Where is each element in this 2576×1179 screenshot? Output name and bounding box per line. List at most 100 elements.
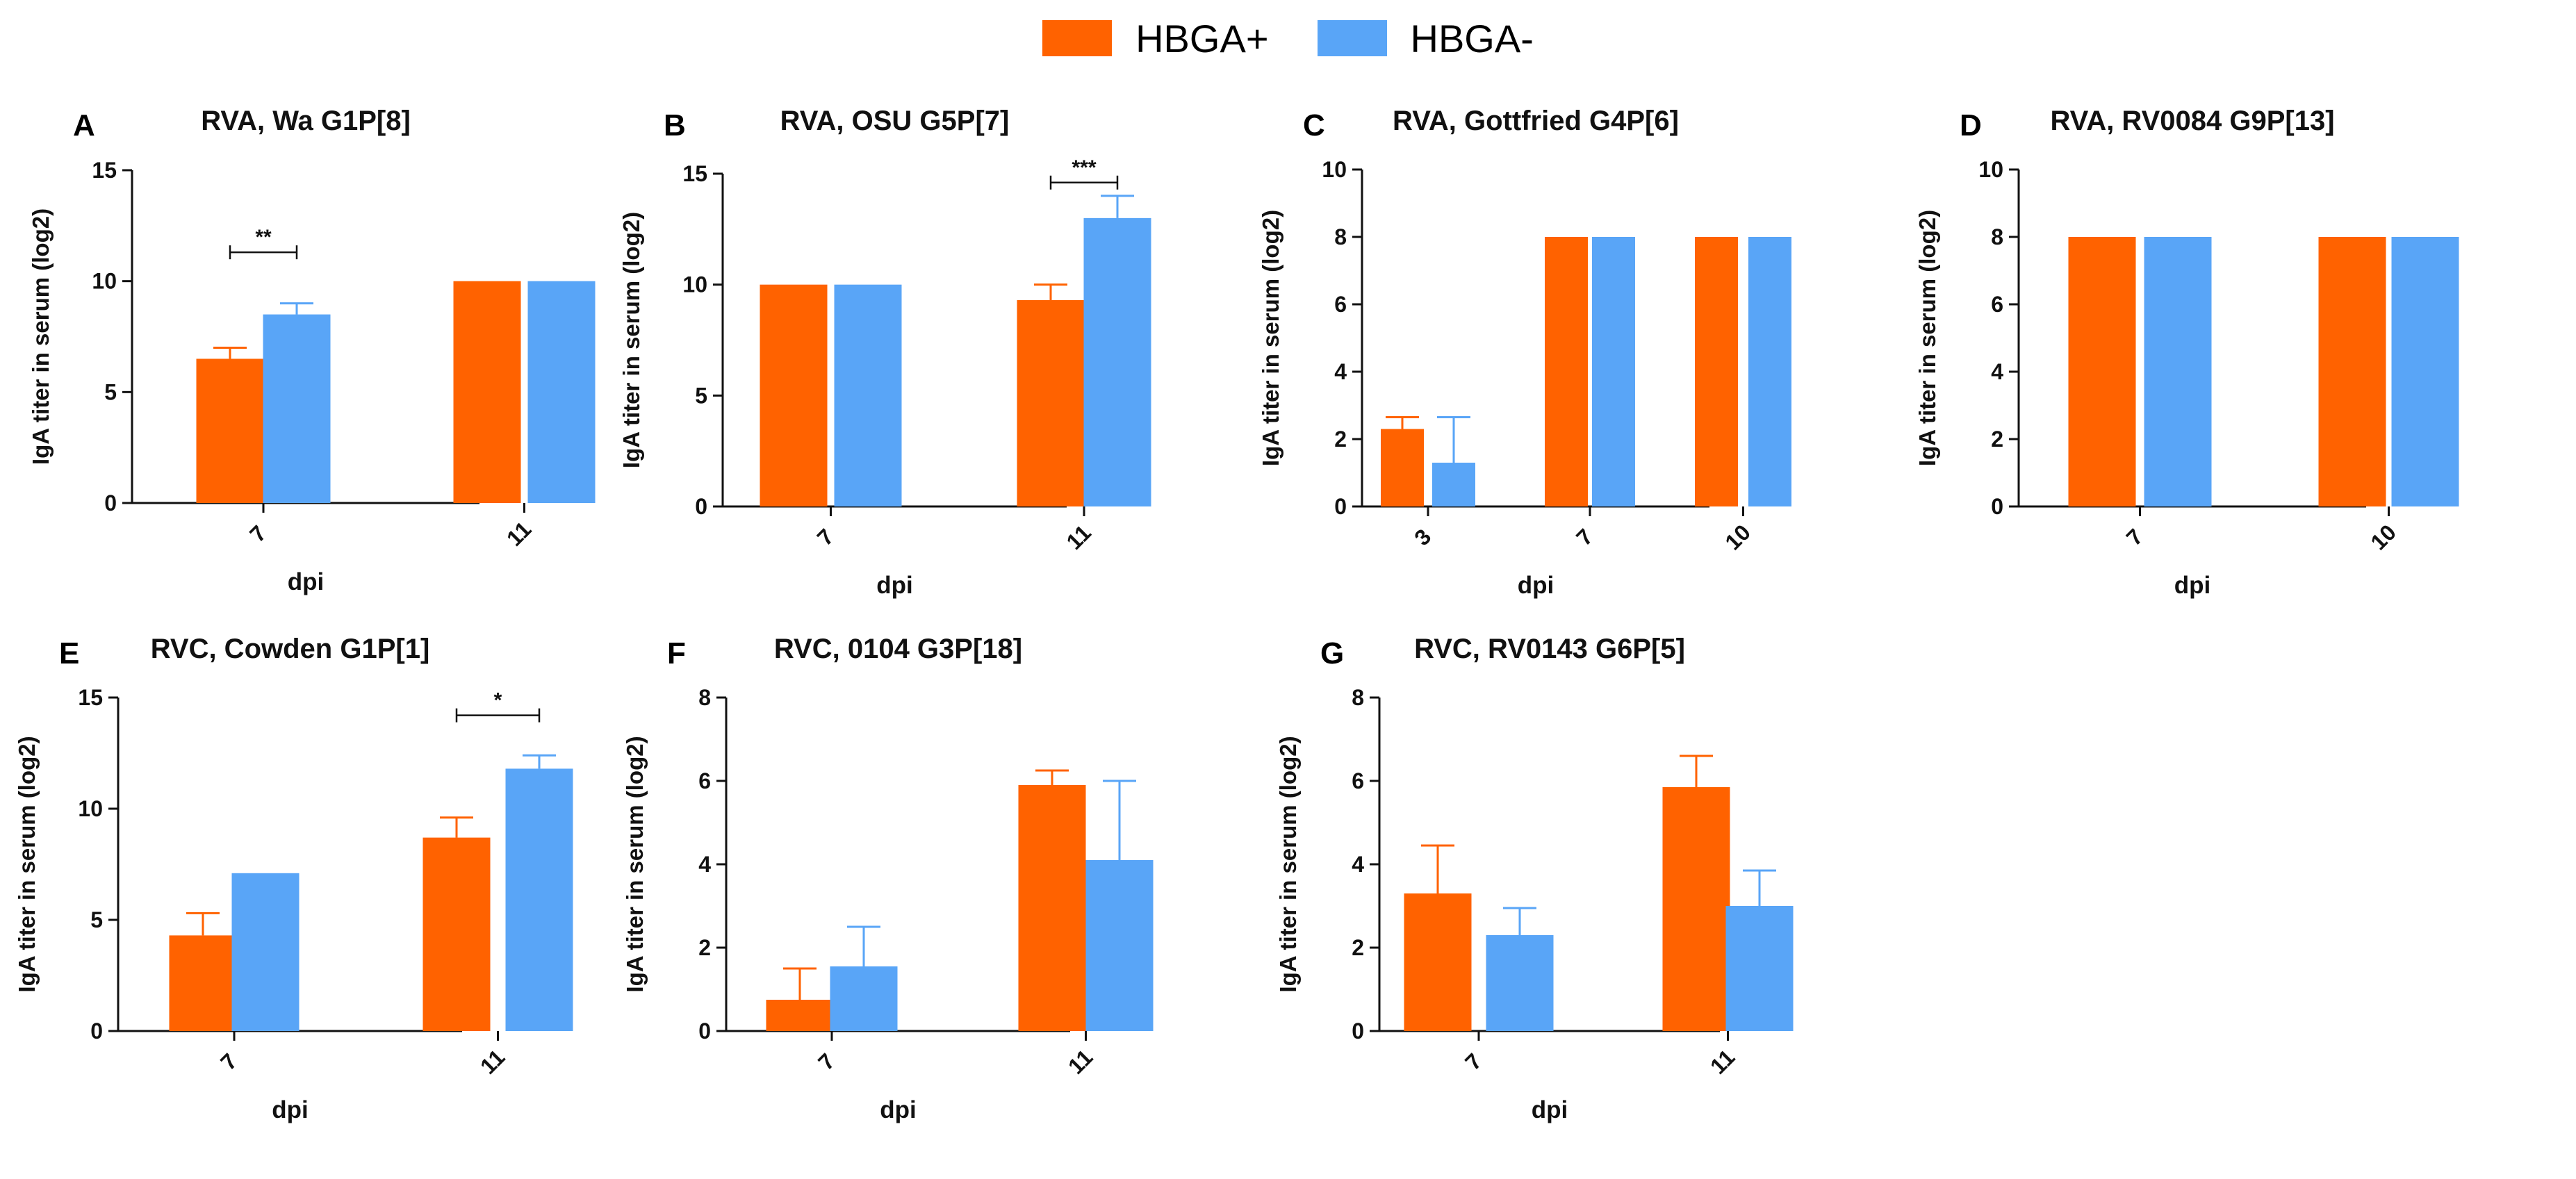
bar-hbga-pos-dpi-3 [1381,429,1424,506]
x-tick-label: 10 [1720,520,1755,555]
bar-hbga-neg-dpi-7 [834,284,902,506]
x-tick-label: 7 [813,1048,839,1075]
y-tick-label: 0 [695,494,707,519]
chart-panel-e: E RVC, Cowden G1P[1] IgA titer in serum (l… [14,634,573,1123]
panel-letter: D [1960,108,1982,142]
y-axis-label: IgA titer in serum (log2) [622,736,648,992]
x-tick-label: 7 [1571,524,1598,550]
y-tick-label: 10 [682,272,707,297]
bar-hbga-pos-dpi-11 [1662,787,1730,1031]
bar-hbga-pos-dpi-10 [1695,237,1738,506]
panel-letter: C [1303,108,1325,142]
bar-hbga-pos-dpi-7 [196,358,264,503]
bar-hbga-neg-dpi-3 [1432,462,1475,506]
bar-hbga-pos-dpi-7 [169,935,237,1031]
chart-panel-c: C RVA, Gottfried G4P[6] IgA titer in serum… [1258,106,1791,599]
bar-hbga-neg-dpi-7 [263,314,331,503]
y-axis-label: IgA titer in serum (log2) [1275,736,1301,992]
bar-hbga-neg-dpi-10 [1748,237,1791,506]
bar-hbga-pos-dpi-7 [760,284,828,506]
y-tick-label: 6 [1334,292,1347,317]
x-tick-label: 11 [1063,1045,1097,1079]
y-tick-label: 5 [104,379,117,404]
y-tick-label: 2 [1991,427,2003,452]
x-axis-label: dpi [1532,1096,1568,1123]
panel-title: RVA, Gottfried G4P[6] [1393,106,1679,136]
chart-panel-f: F RVC, 0104 G3P[18] IgA titer in serum (lo… [622,634,1154,1123]
legend-label-hbga-neg: HBGA- [1410,16,1534,60]
y-axis-label: IgA titer in serum (log2) [1914,210,1940,466]
y-tick-label: 6 [1352,768,1364,793]
bar-hbga-pos-dpi-7 [1545,237,1588,506]
x-tick-label: 7 [215,1048,242,1075]
y-tick-label: 2 [1334,427,1347,452]
panel-title: RVA, OSU G5P[7] [780,106,1010,136]
bar-hbga-pos-dpi-11 [1017,300,1085,506]
legend: HBGA+ HBGA- [0,0,2576,76]
y-tick-label: 6 [698,768,711,793]
x-axis-label: dpi [272,1096,308,1123]
bar-hbga-neg-dpi-11 [527,281,596,503]
y-axis-label: IgA titer in serum (log2) [618,212,644,468]
y-tick-label: 15 [682,161,707,186]
significance-label: ** [255,226,272,249]
panel-title: RVC, Cowden G1P[1] [151,634,430,664]
y-tick-label: 15 [78,685,103,710]
bar-hbga-pos-dpi-7 [1404,893,1472,1031]
y-tick-label: 8 [698,685,711,710]
x-tick-label: 11 [475,1045,509,1079]
bar-hbga-pos-dpi-7 [2068,237,2136,506]
y-tick-label: 10 [1322,157,1347,182]
bar-hbga-neg-dpi-11 [1725,906,1794,1031]
bar-hbga-neg-dpi-11 [505,768,573,1031]
y-tick-label: 4 [1352,852,1364,877]
chart-panel-d: D RVA, RV0084 G9P[13] IgA titer in serum (… [1914,106,2459,599]
bar-hbga-pos-dpi-11 [453,281,521,503]
x-axis-label: dpi [880,1096,916,1123]
panel-title: RVC, 0104 G3P[18] [774,634,1022,664]
y-tick-label: 8 [1334,224,1347,249]
y-tick-label: 5 [90,907,103,932]
chart-panel-b: B RVA, OSU G5P[7] IgA titer in serum (log2… [618,106,1151,599]
bar-hbga-pos-dpi-11 [1018,785,1086,1031]
bar-hbga-neg-dpi-7 [1486,935,1554,1031]
y-tick-label: 0 [1991,494,2003,519]
x-tick-label: 7 [812,524,839,550]
y-tick-label: 10 [92,269,117,294]
y-tick-label: 2 [1352,935,1364,960]
y-tick-label: 0 [698,1019,711,1044]
panel-letter: B [664,108,686,142]
legend-swatch-hbga-pos [1042,20,1113,56]
y-tick-label: 4 [1991,359,2003,384]
bar-hbga-neg-dpi-7 [2144,237,2212,506]
y-axis-label: IgA titer in serum (log2) [1258,210,1283,466]
bar-hbga-neg-dpi-7 [830,966,898,1031]
y-tick-label: 0 [104,490,117,516]
y-tick-label: 0 [1334,494,1347,519]
x-axis-label: dpi [876,572,912,599]
y-tick-label: 5 [695,383,707,408]
legend-swatch-hbga-neg [1317,20,1387,56]
y-tick-label: 10 [1978,157,2003,182]
x-tick-label: 11 [502,517,536,551]
bar-hbga-pos-dpi-11 [423,837,491,1031]
y-tick-label: 0 [1352,1019,1364,1044]
chart-panel-g: G RVC, RV0143 G6P[5] IgA titer in serum (l… [1275,634,1794,1123]
bar-hbga-pos-dpi-7 [766,1000,834,1031]
y-axis-label: IgA titer in serum (log2) [28,208,54,465]
x-axis-label: dpi [1518,572,1554,599]
y-tick-label: 6 [1991,292,2003,317]
x-axis-label: dpi [2174,572,2210,599]
panel-title: RVA, RV0084 G9P[13] [2050,106,2334,136]
significance-label: *** [1072,156,1096,179]
x-tick-label: 11 [1062,520,1096,554]
panel-letter: E [59,636,79,670]
y-tick-label: 10 [78,796,103,821]
panel-title: RVC, RV0143 G6P[5] [1414,634,1685,664]
y-axis-label: IgA titer in serum (log2) [14,736,40,992]
panel-letter: A [73,108,95,142]
panel-title: RVA, Wa G1P[8] [201,106,411,136]
y-tick-label: 8 [1352,685,1364,710]
legend-entry-hbga-pos: HBGA+ [1042,16,1269,61]
y-tick-label: 8 [1991,224,2003,249]
